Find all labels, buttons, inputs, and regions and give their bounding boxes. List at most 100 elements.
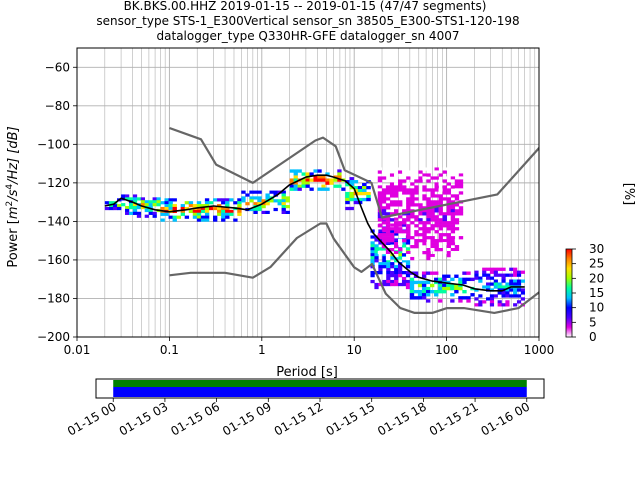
density-cell [144,203,149,207]
density-cell [421,271,427,275]
density-cell [225,206,230,211]
density-cell [200,218,206,222]
density-cell [394,265,399,269]
density-cell [482,270,487,274]
density-cell [438,200,443,204]
colorbar-tick-label: 20 [589,271,604,285]
density-cell [442,218,447,222]
density-cell [374,253,379,257]
density-cell [136,197,142,201]
density-cell [213,206,218,211]
density-cell [520,297,525,301]
density-cell [394,259,399,263]
density-cell [509,273,514,277]
density-cell [516,282,522,286]
density-cell [378,268,383,272]
density-cell [509,282,514,286]
density-cell [321,187,326,191]
density-cell [394,282,399,287]
density-cell [377,197,383,201]
density-cell [516,294,522,298]
density-cell [337,172,342,176]
density-cell [374,259,379,263]
density-cell [378,229,383,233]
density-cell [277,199,282,203]
density-cell [406,170,411,174]
density-cell [309,187,314,191]
density-cell [438,197,443,201]
density-cell [389,218,395,222]
density-cell [148,211,153,215]
density-cell [370,241,375,245]
density-cell [402,179,407,183]
density-cell [377,200,383,204]
density-cell [172,218,177,222]
density-cell [442,215,447,219]
density-cell [425,286,431,291]
density-cell [393,203,399,207]
density-cell [148,208,153,213]
density-cell [430,253,435,258]
density-cell [442,277,447,282]
density-cell [446,286,451,291]
density-cell [132,197,138,201]
colorbar-label: [%] [621,183,636,206]
density-cell [489,270,495,274]
nlnm-curve [169,222,539,314]
coverage-tick-label: 01-15 09 [220,399,274,438]
density-cell [406,218,411,222]
density-cell [196,212,202,216]
density-cell [381,245,387,249]
density-cell [402,167,407,171]
density-cell [450,293,455,297]
density-cell [265,193,270,197]
density-cell [168,206,173,211]
density-cell [434,218,439,222]
density-cell [422,233,427,237]
density-cell [382,256,387,260]
density-cell [401,282,407,287]
density-cell [381,173,387,177]
density-cell [450,253,456,258]
density-cell [196,218,202,222]
density-cell [505,288,510,292]
density-cell [438,299,443,303]
density-cell [337,169,342,173]
density-cell [293,181,298,185]
density-cell [442,221,447,225]
density-cell [434,230,439,234]
density-cell [381,176,387,180]
density-cell [393,224,399,228]
density-cell [501,285,506,289]
density-cell [180,212,186,216]
coverage-tick-label: 01-15 03 [117,399,171,438]
density-cell [345,194,350,199]
density-cell [489,276,495,280]
density-cell [257,199,262,203]
density-cell [450,194,456,198]
density-cell [430,188,435,192]
density-cell [281,207,286,212]
density-cell [450,212,456,216]
density-cell [401,223,407,227]
density-cell [349,180,354,184]
density-cell [458,256,464,261]
density-cell [438,289,443,294]
density-cell [505,300,510,304]
density-cell [409,289,415,294]
density-cell [406,230,411,234]
density-cell [438,173,443,177]
density-cell [505,273,510,277]
density-cell [196,204,202,208]
density-cell [385,224,391,228]
density-cell [474,303,479,307]
density-cell [249,207,254,212]
density-cell [414,197,419,201]
density-cell [450,283,455,288]
density-cell [208,201,214,205]
density-cell [398,230,403,234]
density-cell [225,209,230,214]
density-cell [180,206,186,211]
density-cell [349,183,354,187]
